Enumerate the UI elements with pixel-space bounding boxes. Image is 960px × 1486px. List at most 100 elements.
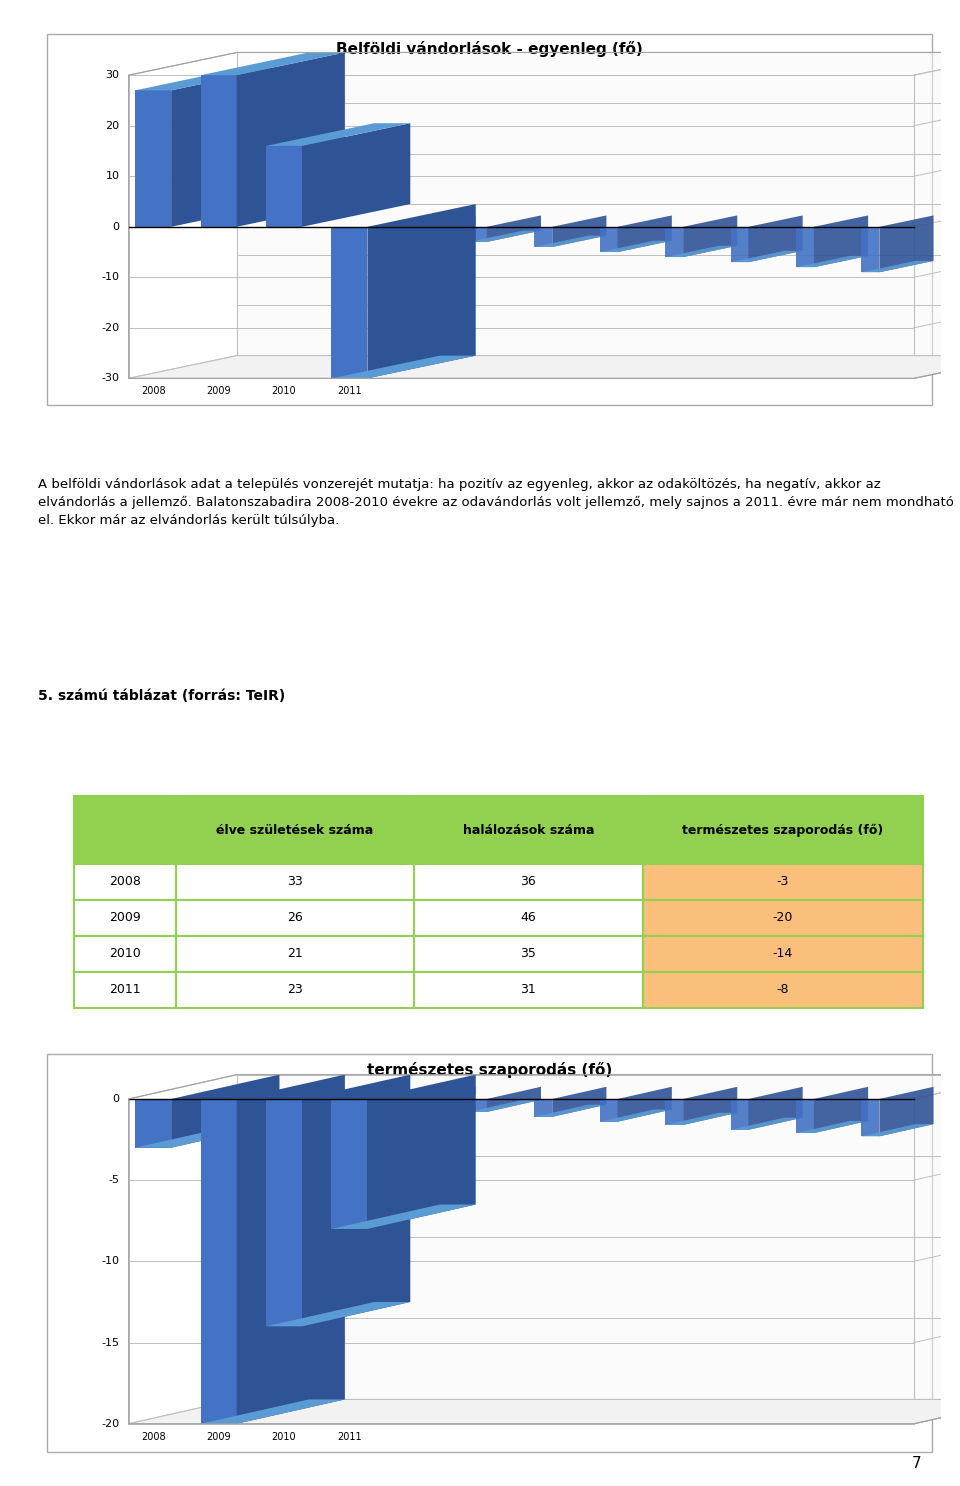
FancyBboxPatch shape <box>47 1054 932 1452</box>
Polygon shape <box>535 1100 552 1117</box>
Polygon shape <box>368 204 476 379</box>
Text: 2011: 2011 <box>337 386 362 395</box>
Polygon shape <box>861 227 879 272</box>
Polygon shape <box>421 215 475 236</box>
Polygon shape <box>796 227 814 267</box>
Polygon shape <box>129 355 960 379</box>
Polygon shape <box>403 1100 421 1107</box>
Text: 0: 0 <box>112 221 120 232</box>
Polygon shape <box>879 215 933 272</box>
Polygon shape <box>421 1086 475 1107</box>
Polygon shape <box>135 1100 171 1147</box>
Text: -15: -15 <box>102 1337 120 1348</box>
Polygon shape <box>201 1100 236 1424</box>
Text: 30: 30 <box>106 70 120 80</box>
Text: -10: -10 <box>102 1256 120 1266</box>
Polygon shape <box>600 227 617 253</box>
Polygon shape <box>468 1100 541 1112</box>
Polygon shape <box>129 1400 960 1424</box>
Polygon shape <box>331 1100 368 1229</box>
Polygon shape <box>201 1400 345 1424</box>
Polygon shape <box>487 215 541 242</box>
Polygon shape <box>266 1100 302 1327</box>
Polygon shape <box>731 251 803 262</box>
Polygon shape <box>535 236 607 247</box>
Polygon shape <box>331 1205 476 1229</box>
Polygon shape <box>171 1074 279 1147</box>
Polygon shape <box>749 215 803 262</box>
Polygon shape <box>331 227 368 379</box>
Polygon shape <box>171 68 279 227</box>
Polygon shape <box>135 68 279 91</box>
Polygon shape <box>302 1074 410 1327</box>
Polygon shape <box>749 1086 803 1129</box>
Polygon shape <box>266 1302 410 1327</box>
Text: 0: 0 <box>112 1094 120 1104</box>
Text: -30: -30 <box>102 373 120 383</box>
Polygon shape <box>879 1086 933 1137</box>
Polygon shape <box>861 262 933 272</box>
Polygon shape <box>302 123 410 227</box>
Polygon shape <box>665 1100 684 1125</box>
Polygon shape <box>665 245 737 257</box>
Text: -20: -20 <box>102 322 120 333</box>
Polygon shape <box>468 227 487 242</box>
Polygon shape <box>814 215 868 267</box>
Polygon shape <box>237 52 960 355</box>
Polygon shape <box>266 146 302 227</box>
Text: 2008: 2008 <box>141 1433 165 1441</box>
Polygon shape <box>617 1086 672 1122</box>
Text: -20: -20 <box>102 1419 120 1430</box>
Polygon shape <box>487 1086 541 1112</box>
Polygon shape <box>796 1100 814 1132</box>
Polygon shape <box>665 1113 737 1125</box>
Polygon shape <box>684 215 737 257</box>
Polygon shape <box>665 227 684 257</box>
Polygon shape <box>468 230 541 242</box>
Polygon shape <box>731 227 749 262</box>
Text: Belföldi vándorlások - egyenleg (fő): Belföldi vándorlások - egyenleg (fő) <box>336 42 643 56</box>
Polygon shape <box>236 1074 345 1424</box>
Polygon shape <box>861 1123 933 1137</box>
Polygon shape <box>796 256 868 267</box>
Text: 2010: 2010 <box>272 1433 297 1441</box>
Polygon shape <box>796 1120 868 1132</box>
Text: 20: 20 <box>106 120 120 131</box>
Polygon shape <box>201 76 236 227</box>
Polygon shape <box>368 1074 476 1229</box>
Polygon shape <box>552 1086 607 1117</box>
Polygon shape <box>468 1100 487 1112</box>
Text: -10: -10 <box>102 272 120 282</box>
Text: -5: -5 <box>108 1175 120 1186</box>
Polygon shape <box>535 1104 607 1117</box>
Polygon shape <box>684 1086 737 1125</box>
Text: 2009: 2009 <box>206 1433 231 1441</box>
Polygon shape <box>861 1100 879 1137</box>
Polygon shape <box>331 355 476 379</box>
Polygon shape <box>236 52 345 227</box>
Polygon shape <box>403 226 475 236</box>
Text: természetes szaporodás (fő): természetes szaporodás (fő) <box>367 1062 612 1079</box>
Text: A belföldi vándorlások adat a település vonzerejét mutatja: ha pozitív az egyenl: A belföldi vándorlások adat a település … <box>38 477 954 528</box>
Polygon shape <box>600 1100 617 1122</box>
Polygon shape <box>600 241 672 253</box>
Polygon shape <box>731 1117 803 1129</box>
Polygon shape <box>201 52 345 76</box>
Polygon shape <box>135 91 171 227</box>
Polygon shape <box>731 1100 749 1129</box>
Polygon shape <box>135 1123 279 1147</box>
Text: 2010: 2010 <box>272 386 297 395</box>
Polygon shape <box>535 227 552 247</box>
Polygon shape <box>237 1074 960 1400</box>
Text: 2009: 2009 <box>206 386 231 395</box>
Text: 2008: 2008 <box>141 386 165 395</box>
Text: 7: 7 <box>912 1456 922 1471</box>
Polygon shape <box>266 123 410 146</box>
Text: 5. számú táblázat (forrás: TeIR): 5. számú táblázat (forrás: TeIR) <box>38 690 286 703</box>
Polygon shape <box>814 1086 868 1132</box>
Text: 10: 10 <box>106 171 120 181</box>
Text: 2011: 2011 <box>337 1433 362 1441</box>
FancyBboxPatch shape <box>47 34 932 404</box>
Polygon shape <box>403 1095 475 1107</box>
Polygon shape <box>552 215 607 247</box>
